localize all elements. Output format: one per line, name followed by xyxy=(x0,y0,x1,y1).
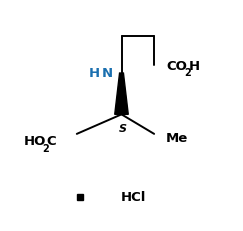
Text: N: N xyxy=(102,67,113,79)
Text: 2: 2 xyxy=(42,144,49,154)
Text: C: C xyxy=(47,135,56,148)
Text: HCl: HCl xyxy=(120,191,146,204)
Text: H: H xyxy=(89,67,100,79)
Text: CO: CO xyxy=(166,60,187,73)
Text: HO: HO xyxy=(24,135,46,148)
Polygon shape xyxy=(115,73,128,114)
Text: Me: Me xyxy=(166,132,189,145)
Text: S: S xyxy=(119,124,127,134)
Text: H: H xyxy=(189,60,200,73)
Text: 2: 2 xyxy=(184,68,191,78)
